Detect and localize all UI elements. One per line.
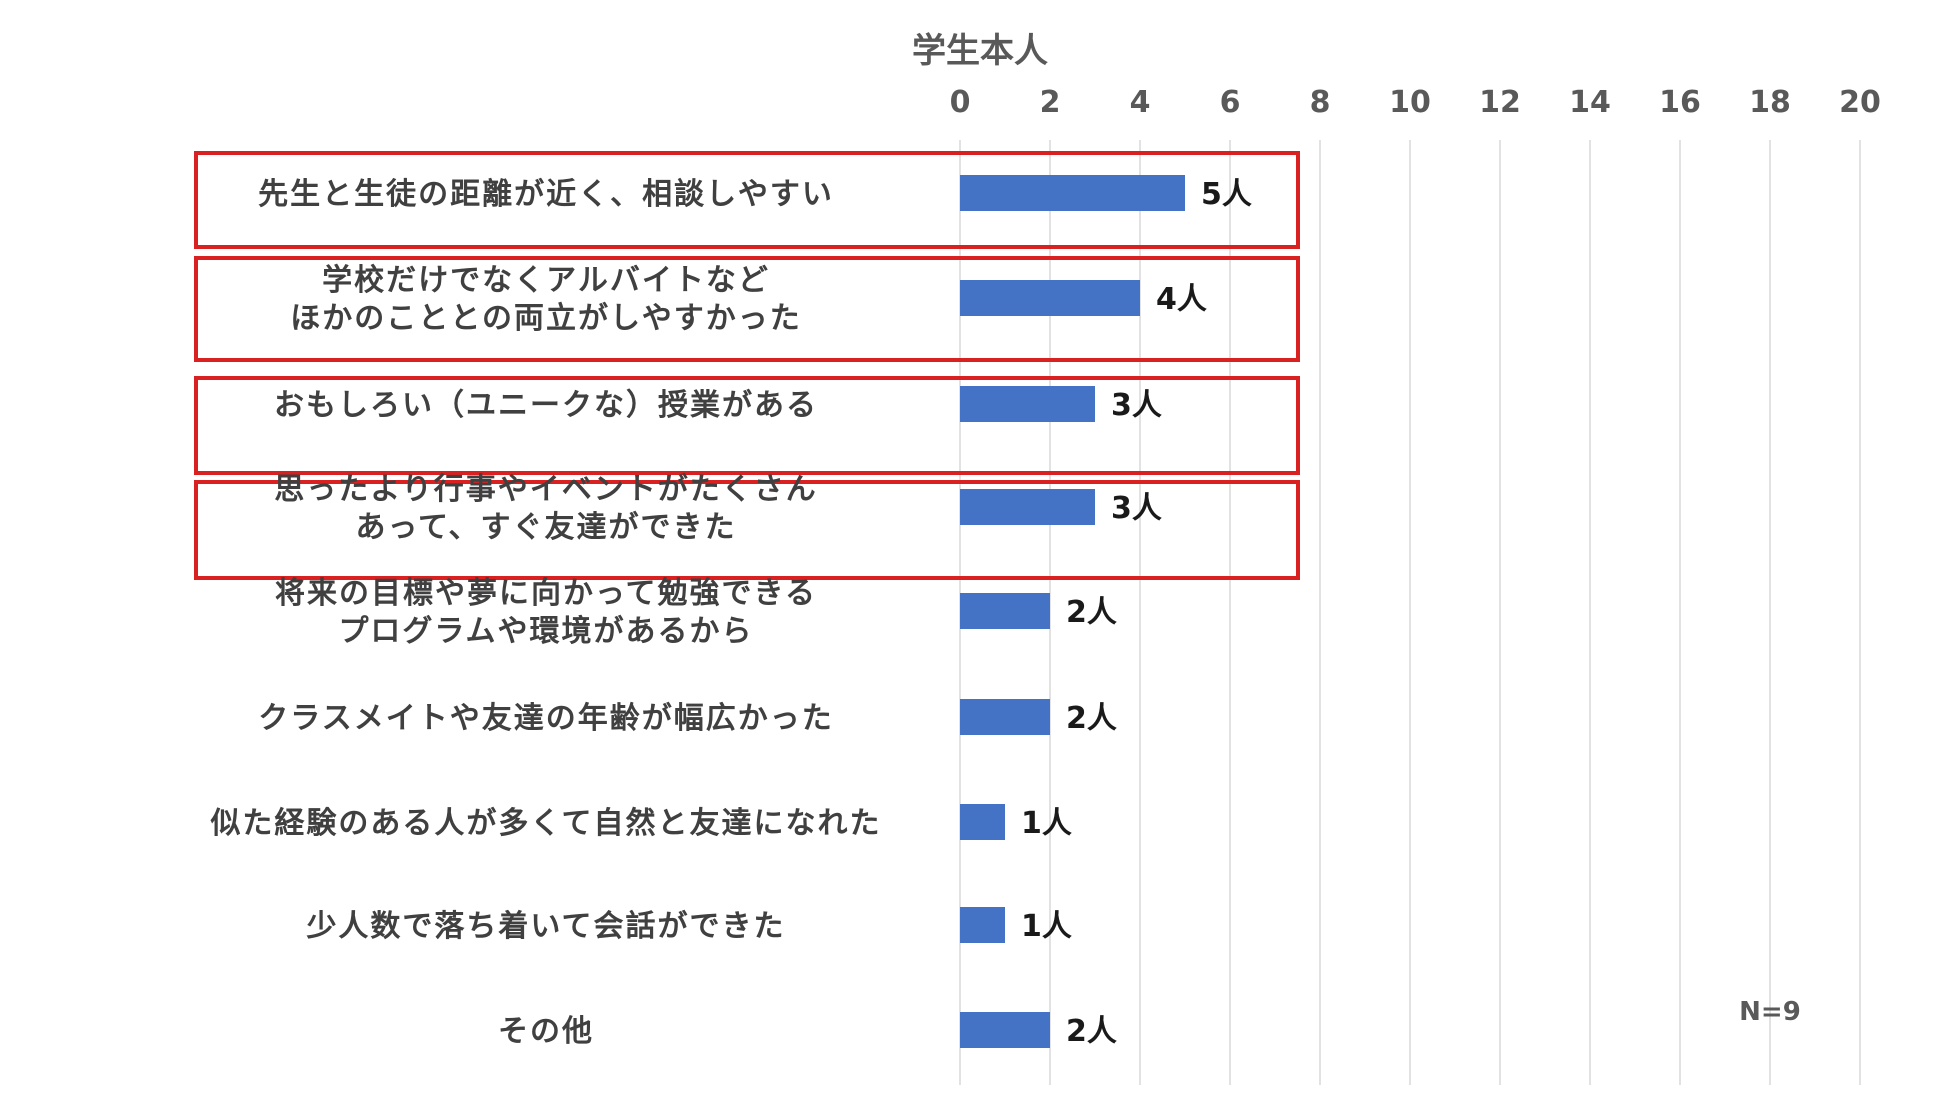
data-label-5: 2人 bbox=[1066, 595, 1117, 630]
bars bbox=[960, 175, 1185, 1048]
data-labels: 5人 4人 3人 3人 2人 2人 1人 1人 2人 bbox=[1021, 177, 1252, 1049]
x-tick-label: 8 bbox=[1310, 85, 1331, 120]
category-label-5: プログラムや環境があるから bbox=[338, 614, 753, 649]
x-tick-label: 12 bbox=[1479, 85, 1521, 120]
x-tick-label: 10 bbox=[1389, 85, 1431, 120]
bar-2 bbox=[960, 280, 1140, 316]
x-tick-label: 0 bbox=[950, 85, 971, 120]
bar-9 bbox=[960, 1012, 1050, 1048]
x-tick-label: 2 bbox=[1040, 85, 1061, 120]
data-label-2: 4人 bbox=[1156, 282, 1207, 317]
x-tick-label: 6 bbox=[1220, 85, 1241, 120]
category-label-8: 少人数で落ち着いて会話ができた bbox=[306, 909, 785, 944]
data-label-3: 3人 bbox=[1111, 388, 1162, 423]
category-label-1: 先生と生徒の距離が近く、相談しやすい bbox=[258, 177, 834, 212]
x-tick-label: 4 bbox=[1130, 85, 1151, 120]
bar-8 bbox=[960, 907, 1005, 943]
category-label-9: その他 bbox=[498, 1014, 594, 1049]
category-label-3: おもしろい（ユニークな）授業がある bbox=[274, 388, 818, 423]
bar-7 bbox=[960, 804, 1005, 840]
sample-size-note: N=9 bbox=[1739, 997, 1801, 1027]
x-tick-label: 18 bbox=[1749, 85, 1791, 120]
chart-title: 学生本人 bbox=[912, 31, 1048, 71]
data-label-4: 3人 bbox=[1111, 491, 1162, 526]
bar-1 bbox=[960, 175, 1185, 211]
bar-3 bbox=[960, 386, 1095, 422]
x-tick-label: 16 bbox=[1659, 85, 1701, 120]
bar-4 bbox=[960, 489, 1095, 525]
x-tick-label: 14 bbox=[1569, 85, 1611, 120]
category-label-6: クラスメイトや友達の年齢が幅広かった bbox=[258, 701, 833, 736]
category-label-4: 思ったより行事やイベントがたくさん bbox=[274, 472, 817, 507]
bar-5 bbox=[960, 593, 1050, 629]
data-label-7: 1人 bbox=[1021, 806, 1072, 841]
x-axis-ticks: 0 2 4 6 8 10 12 14 16 18 20 bbox=[950, 85, 1881, 120]
data-label-1: 5人 bbox=[1201, 177, 1252, 212]
data-label-6: 2人 bbox=[1066, 701, 1117, 736]
category-label-2: 学校だけでなくアルバイトなど bbox=[322, 263, 770, 298]
highlight-boxes bbox=[194, 151, 1300, 580]
data-label-9: 2人 bbox=[1066, 1014, 1117, 1049]
category-label-2: ほかのこととの両立がしやすかった bbox=[290, 301, 801, 336]
bar-6 bbox=[960, 699, 1050, 735]
highlight-box-1 bbox=[194, 151, 1300, 249]
category-label-7: 似た経験のある人が多くて自然と友達になれた bbox=[209, 806, 881, 841]
highlight-box-2 bbox=[194, 256, 1300, 362]
highlight-box-3 bbox=[194, 376, 1300, 475]
category-label-5: 将来の目標や夢に向かって勉強できる bbox=[275, 576, 817, 611]
data-label-8: 1人 bbox=[1021, 909, 1072, 944]
highlight-box-4 bbox=[194, 480, 1300, 580]
x-tick-label: 20 bbox=[1839, 85, 1881, 120]
category-label-4: あって、すぐ友達ができた bbox=[356, 510, 737, 545]
category-labels: 先生と生徒の距離が近く、相談しやすい学校だけでなくアルバイトなどほかのこととの両… bbox=[209, 177, 881, 1049]
